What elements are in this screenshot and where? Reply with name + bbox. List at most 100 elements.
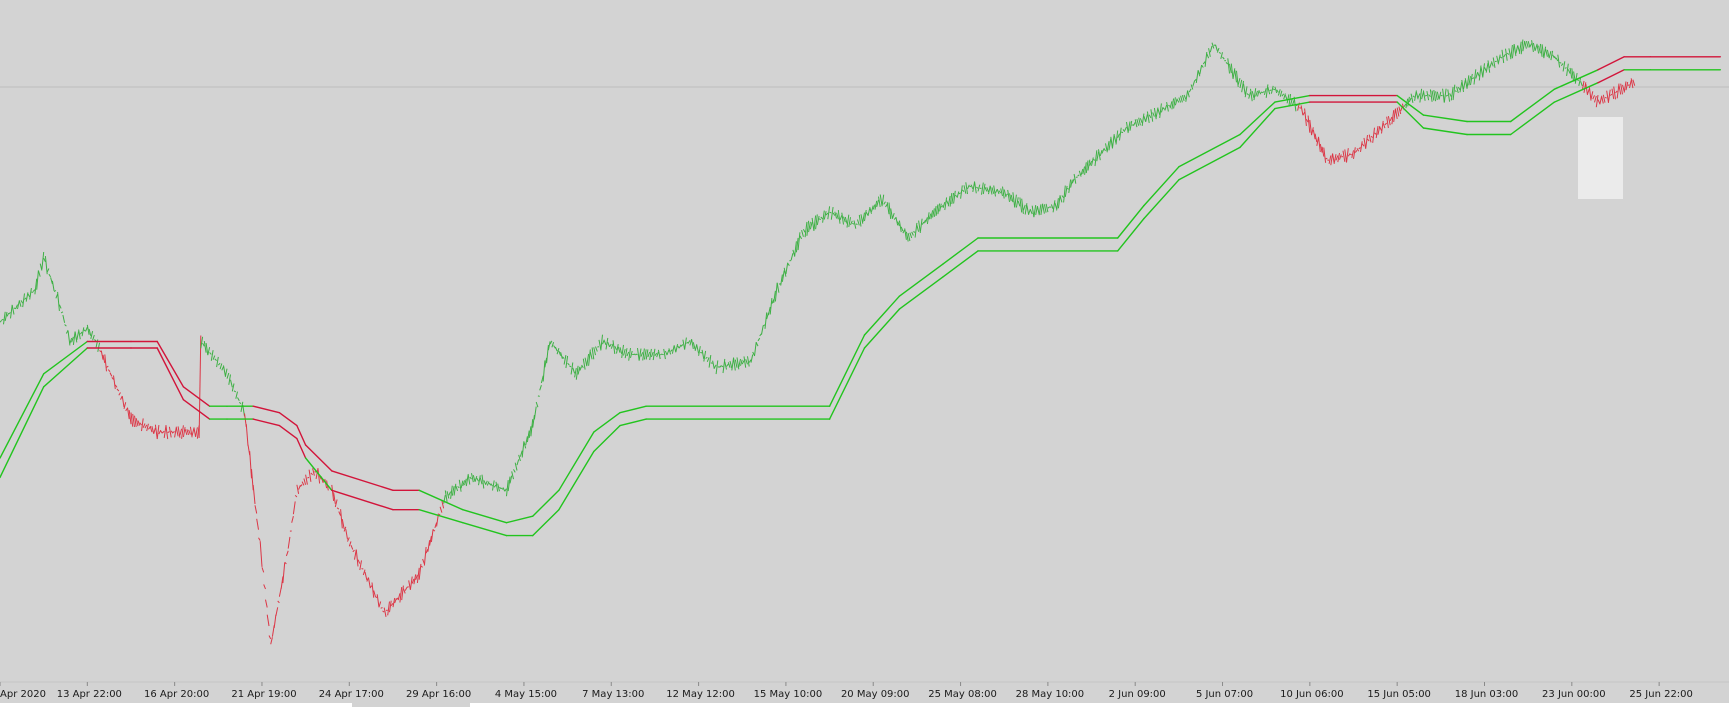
price-segment-162 <box>282 562 286 584</box>
price-segment-212 <box>369 585 373 588</box>
price-segment-565 <box>986 187 989 193</box>
band-lower-segment-35 <box>1422 127 1468 136</box>
price-segment-642 <box>1121 131 1124 134</box>
price-segment-916 <box>1599 96 1602 105</box>
price-segment-674 <box>1176 99 1180 103</box>
price-segment-20 <box>34 278 38 295</box>
price-segment-494 <box>862 212 865 223</box>
price-segment-811 <box>1415 91 1419 100</box>
price-segment-715 <box>1248 92 1251 99</box>
price-segment-197 <box>343 526 347 532</box>
price-segment-478 <box>834 211 838 219</box>
price-segment-417 <box>727 362 731 368</box>
price-segment-516 <box>900 226 904 232</box>
price-segment-700 <box>1222 56 1225 60</box>
price-segment-535 <box>933 206 937 217</box>
price-segment-583 <box>1017 200 1021 207</box>
price-segment-502 <box>876 199 879 208</box>
price-segment-682 <box>1190 84 1194 90</box>
price-segment-151 <box>263 584 266 590</box>
price-segment-541 <box>944 197 948 211</box>
price-segment-137 <box>238 401 242 405</box>
price-segment-722 <box>1260 91 1263 94</box>
price-segment-99 <box>172 431 175 433</box>
price-segment-588 <box>1026 205 1030 215</box>
price-segment-415 <box>724 361 727 370</box>
price-segment-73 <box>127 407 130 420</box>
price-segment-852 <box>1487 60 1491 73</box>
price-segment-211 <box>368 577 371 589</box>
price-segment-778 <box>1358 147 1361 150</box>
horizontal-scrollbar-left[interactable] <box>0 703 352 707</box>
price-segment-182 <box>317 468 321 484</box>
price-segment-630 <box>1099 149 1103 157</box>
price-segment-44 <box>76 331 80 341</box>
price-segment-76 <box>132 413 135 427</box>
price-segment-310 <box>540 375 544 384</box>
price-segment-87 <box>151 425 155 434</box>
price-segment-271 <box>472 474 476 482</box>
price-segment-753 <box>1314 133 1318 143</box>
price-segment-220 <box>383 607 387 617</box>
price-segment-351 <box>612 340 616 354</box>
price-segment-436 <box>761 325 764 335</box>
price-segment-200 <box>348 541 352 547</box>
price-segment-488 <box>852 222 855 225</box>
price-segment-284 <box>495 481 499 492</box>
price-segment-365 <box>637 348 640 361</box>
price-segment-348 <box>607 342 610 347</box>
price-segment-33 <box>57 291 60 311</box>
price-segment-316 <box>551 342 555 348</box>
band-lower-segment-29 <box>1143 179 1180 220</box>
price-segment-639 <box>1115 130 1119 145</box>
price-segment-534 <box>932 208 935 218</box>
price-segment-850 <box>1484 67 1487 72</box>
price-segment-820 <box>1431 90 1435 101</box>
price-segment-582 <box>1015 197 1019 208</box>
x-tick-label-7: 7 May 13:00 <box>582 689 644 700</box>
price-segment-832 <box>1452 84 1456 101</box>
price-segment-558 <box>974 181 977 194</box>
price-segment-523 <box>913 231 916 233</box>
price-segment-344 <box>600 334 603 351</box>
price-segment-266 <box>464 478 467 486</box>
price-segment-59 <box>102 354 106 364</box>
price-segment-331 <box>577 366 581 375</box>
horizontal-scrollbar-right[interactable] <box>470 703 1729 707</box>
price-segment-896 <box>1564 67 1567 69</box>
price-segment-71 <box>123 402 127 410</box>
price-segment-267 <box>465 475 469 487</box>
price-segment-372 <box>649 348 652 361</box>
price-segment-191 <box>333 492 336 504</box>
price-segment-808 <box>1410 93 1414 103</box>
price-segment-657 <box>1146 111 1150 123</box>
price-segment-451 <box>787 263 790 266</box>
price-segment-921 <box>1608 89 1611 102</box>
price-segment-114 <box>198 335 202 439</box>
price-segment-368 <box>642 348 645 361</box>
price-segment-540 <box>942 201 946 209</box>
price-segment-656 <box>1145 114 1148 122</box>
price-segment-491 <box>857 219 860 226</box>
price-segment-522 <box>911 231 914 236</box>
price-segment-524 <box>914 222 918 238</box>
price-segment-497 <box>867 208 871 217</box>
price-segment-898 <box>1567 69 1571 74</box>
price-segment-481 <box>839 215 843 221</box>
band-upper-segment-39 <box>1597 56 1625 71</box>
band-upper-segment-13 <box>331 470 394 491</box>
price-segment-702 <box>1225 62 1229 65</box>
price-segment-305 <box>532 415 535 428</box>
price-segment-311 <box>542 360 546 382</box>
price-segment-453 <box>790 253 794 261</box>
price-segment-710 <box>1239 79 1243 89</box>
band-lower-segment-16 <box>462 522 508 537</box>
price-segment-34 <box>58 304 62 309</box>
price-segment-194 <box>338 511 342 516</box>
price-segment-37 <box>64 324 67 327</box>
price-segment-782 <box>1365 135 1368 149</box>
price-segment-665 <box>1160 106 1164 113</box>
price-segment-3 <box>4 311 8 321</box>
